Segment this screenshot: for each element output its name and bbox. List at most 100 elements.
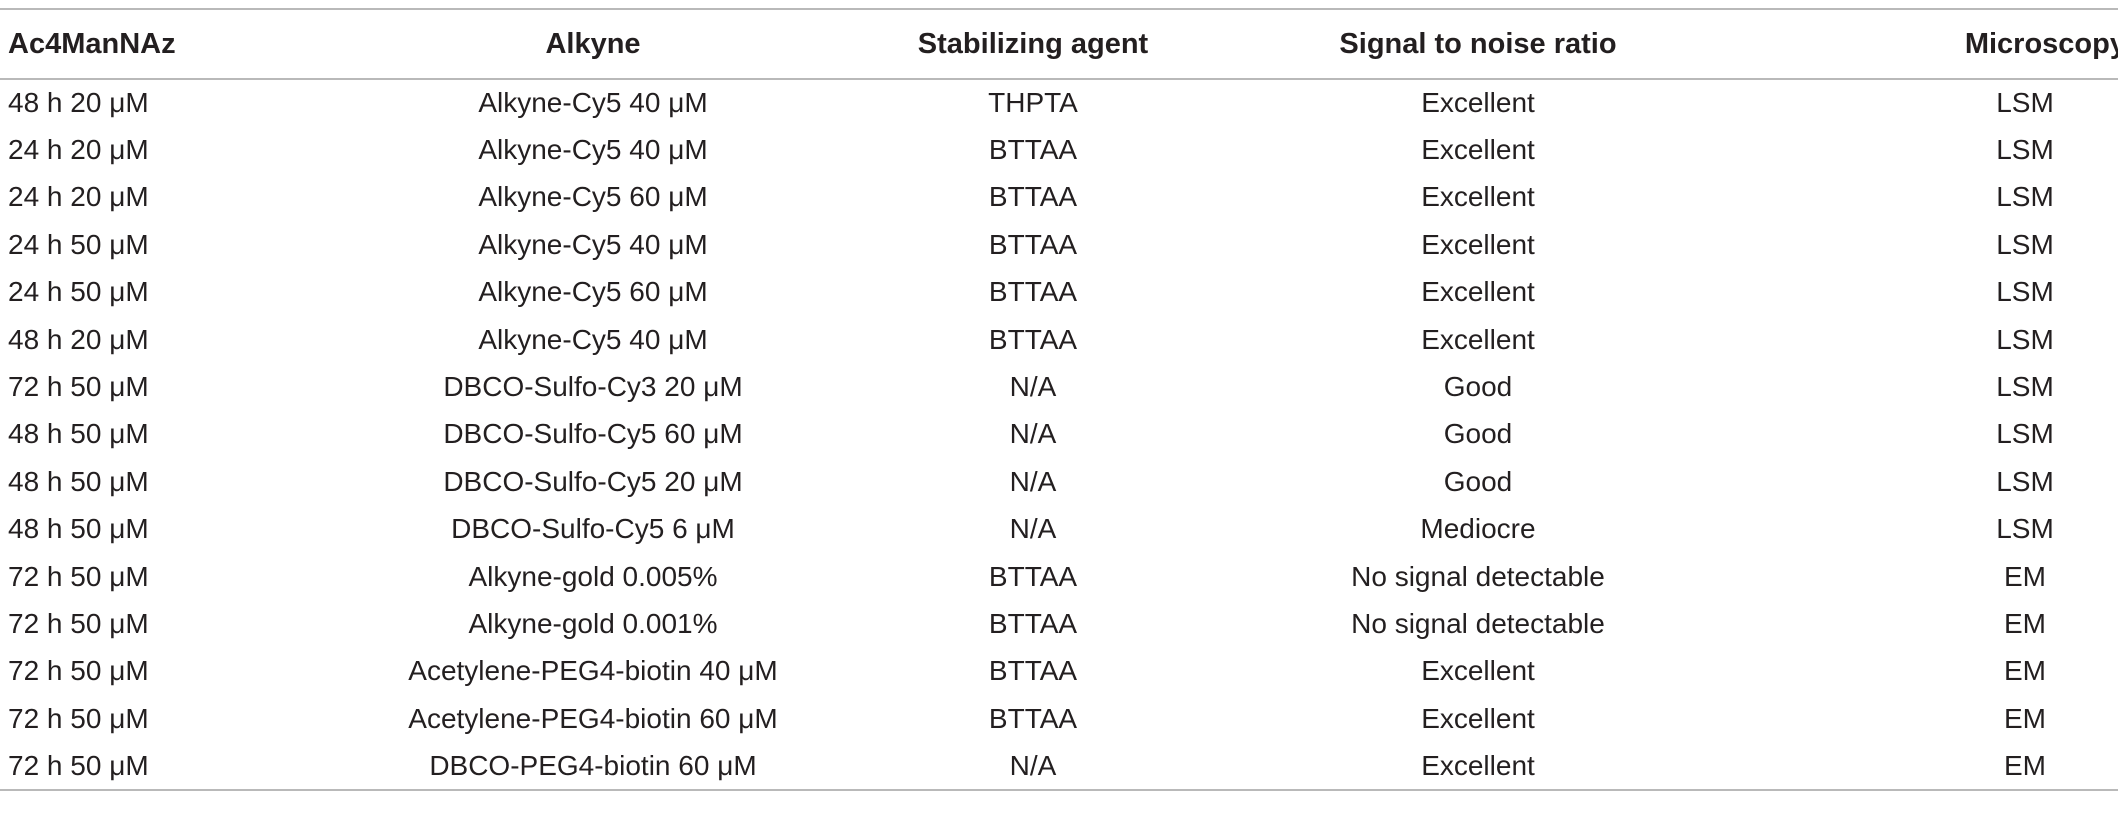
cell-stabilizing-agent: N/A <box>1009 418 1057 450</box>
table-row: 72 h 50 μM Acetylene-PEG4-biotin 40 μM BTT… <box>0 648 2118 695</box>
results-table: Ac4ManNAz Alkyne Stabilizing agent Signa… <box>0 8 2118 791</box>
table-row: 24 h 20 μM Alkyne-Cy5 60 μM BTTAA Excellent… <box>0 174 2118 221</box>
cell-microscopy: LSM <box>1996 513 2054 545</box>
header-row: Ac4ManNAz Alkyne Stabilizing agent Signa… <box>0 8 2118 80</box>
cell-alkyne: DBCO-Sulfo-Cy3 20 μM <box>443 371 743 403</box>
cell-stabilizing-agent: BTTAA <box>988 181 1078 213</box>
cell-microscopy: EM <box>1768 742 2118 791</box>
cell-ac4mannaz: 48 h 50 μM <box>8 418 149 450</box>
table-row: 48 h 50 μM DBCO-Sulfo-Cy5 60 μM N/A Good LSM <box>0 411 2118 458</box>
cell-microscopy: LSM <box>1996 134 2054 166</box>
cell-signal-to-noise: Excellent <box>1421 87 1535 119</box>
cell-stabilizing-agent: BTTAA <box>988 702 1078 734</box>
cell-ac4mannaz: 72 h 50 μM <box>0 742 308 791</box>
cell-microscopy: LSM <box>1996 181 2054 213</box>
cell-stabilizing-agent: BTTAA <box>988 607 1078 639</box>
table-row: 48 h 20 μM Alkyne-Cy5 40 μM BTTAA Excellent… <box>0 316 2118 363</box>
cell-microscopy: EM <box>2004 655 2046 687</box>
cell-ac4mannaz: 24 h 50 μM <box>8 276 149 308</box>
cell-signal-to-noise: Good <box>1443 465 1513 497</box>
cell-signal-to-noise: Excellent <box>1421 134 1535 166</box>
cell-signal-to-noise: Good <box>1443 371 1513 403</box>
cell-alkyne: DBCO-Sulfo-Cy5 6 μM <box>451 513 735 545</box>
cell-stabilizing-agent: THPTA <box>988 87 1078 119</box>
cell-ac4mannaz: 72 h 50 μM <box>8 371 149 403</box>
table-row: 48 h 50 μM DBCO-Sulfo-Cy5 6 μM N/A Mediocre… <box>0 506 2118 553</box>
cell-stabilizing-agent: BTTAA <box>988 655 1078 687</box>
cell-ac4mannaz: 24 h 50 μM <box>8 228 149 260</box>
cell-ac4mannaz: 72 h 50 μM <box>8 607 149 639</box>
cell-ac4mannaz: 48 h 20 μM <box>8 87 149 119</box>
cell-ac4mannaz: 72 h 50 μM <box>8 655 149 687</box>
cell-stabilizing-agent: BTTAA <box>988 276 1078 308</box>
cell-signal-to-noise: Excellent <box>1421 276 1535 308</box>
cell-stabilizing-agent: N/A <box>1009 513 1057 545</box>
cell-alkyne: Alkyne-Cy5 40 μM <box>478 228 708 260</box>
cell-signal-to-noise: No signal detectable <box>1351 607 1605 639</box>
table-row: 24 h 20 μM Alkyne-Cy5 40 μM BTTAA Excellent… <box>0 126 2118 173</box>
cell-ac4mannaz: 72 h 50 μM <box>8 702 149 734</box>
cell-signal-to-noise: Excellent <box>1421 655 1535 687</box>
cell-alkyne: Acetylene-PEG4-biotin 60 μM <box>408 702 778 734</box>
header-signal-to-noise: Signal to noise ratio <box>1188 8 1768 80</box>
table-row: 72 h 50 μM Alkyne-gold 0.005% BTTAA No sign… <box>0 553 2118 600</box>
cell-alkyne: Alkyne-gold 0.001% <box>468 607 718 639</box>
cell-ac4mannaz: 48 h 50 μM <box>8 513 149 545</box>
cell-microscopy: LSM <box>1996 371 2054 403</box>
cell-signal-to-noise: Excellent <box>1421 702 1535 734</box>
cell-signal-to-noise: No signal detectable <box>1351 560 1605 592</box>
cell-signal-to-noise: Mediocre <box>1420 513 1536 545</box>
cell-ac4mannaz: 48 h 20 μM <box>8 323 149 355</box>
cell-alkyne: DBCO-Sulfo-Cy5 60 μM <box>443 418 743 450</box>
cell-microscopy: LSM <box>1996 228 2054 260</box>
cell-alkyne: Alkyne-gold 0.005% <box>468 560 718 592</box>
cell-alkyne: Alkyne-Cy5 60 μM <box>478 181 708 213</box>
table-header: Ac4ManNAz Alkyne Stabilizing agent Signa… <box>0 8 2118 80</box>
header-alkyne: Alkyne <box>308 8 878 80</box>
cell-alkyne: Acetylene-PEG4-biotin 40 μM <box>408 655 778 687</box>
cell-microscopy: LSM <box>1996 418 2054 450</box>
table-row: 72 h 50 μM DBCO-Sulfo-Cy3 20 μM N/A Good LSM <box>0 363 2118 410</box>
cell-stabilizing-agent: BTTAA <box>988 228 1078 260</box>
table-row: 48 h 20 μM Alkyne-Cy5 40 μM THPTA Excellent… <box>0 79 2118 126</box>
table-row: 24 h 50 μM Alkyne-Cy5 40 μM BTTAA Excellent… <box>0 221 2118 268</box>
cell-stabilizing-agent: BTTAA <box>988 323 1078 355</box>
cell-alkyne: Alkyne-Cy5 40 μM <box>478 87 708 119</box>
cell-alkyne: Alkyne-Cy5 60 μM <box>478 276 708 308</box>
cell-alkyne: Alkyne-Cy5 40 μM <box>478 323 708 355</box>
cell-microscopy: LSM <box>1996 276 2054 308</box>
table-row: 24 h 50 μM Alkyne-Cy5 60 μM BTTAA Excellent… <box>0 269 2118 316</box>
cell-alkyne: DBCO-PEG4-biotin 60 μM <box>308 742 878 791</box>
table-row: 48 h 50 μM DBCO-Sulfo-Cy5 20 μM N/A Good LSM <box>0 458 2118 505</box>
cell-signal-to-noise: Excellent <box>1188 742 1768 791</box>
cell-microscopy: EM <box>2004 560 2046 592</box>
cell-stabilizing-agent: N/A <box>878 742 1188 791</box>
table-row: 72 h 50 μM Acetylene-PEG4-biotin 60 μM BTT… <box>0 695 2118 742</box>
table-body: 48 h 20 μM Alkyne-Cy5 40 μM THPTA Excellent… <box>0 79 2118 791</box>
cell-signal-to-noise: Good <box>1443 418 1513 450</box>
cell-microscopy: LSM <box>1996 323 2054 355</box>
cell-microscopy: LSM <box>1996 87 2054 119</box>
cell-alkyne: DBCO-Sulfo-Cy5 20 μM <box>443 465 743 497</box>
table-row: 72 h 50 μM Alkyne-gold 0.001% BTTAA No sign… <box>0 600 2118 647</box>
cell-signal-to-noise: Excellent <box>1421 181 1535 213</box>
cell-stabilizing-agent: N/A <box>1009 465 1057 497</box>
cell-signal-to-noise: Excellent <box>1421 323 1535 355</box>
cell-ac4mannaz: 72 h 50 μM <box>8 560 149 592</box>
cell-stabilizing-agent: N/A <box>1009 371 1057 403</box>
cell-signal-to-noise: Excellent <box>1421 228 1535 260</box>
table-row: 72 h 50 μM DBCO-PEG4-biotin 60 μM N/A Excel… <box>0 742 2118 791</box>
cell-ac4mannaz: 48 h 50 μM <box>8 465 149 497</box>
cell-microscopy: LSM <box>1996 465 2054 497</box>
header-ac4mannaz: Ac4ManNAz <box>0 8 308 80</box>
cell-alkyne: Alkyne-Cy5 40 μM <box>478 134 708 166</box>
header-stabilizing-agent: Stabilizing agent <box>878 8 1188 80</box>
header-microscopy: Microscopy <box>1768 8 2118 80</box>
cell-ac4mannaz: 24 h 20 μM <box>8 134 149 166</box>
cell-stabilizing-agent: BTTAA <box>988 560 1078 592</box>
cell-ac4mannaz: 24 h 20 μM <box>8 181 149 213</box>
cell-microscopy: EM <box>2004 702 2046 734</box>
cell-microscopy: EM <box>2004 607 2046 639</box>
cell-stabilizing-agent: BTTAA <box>988 134 1078 166</box>
